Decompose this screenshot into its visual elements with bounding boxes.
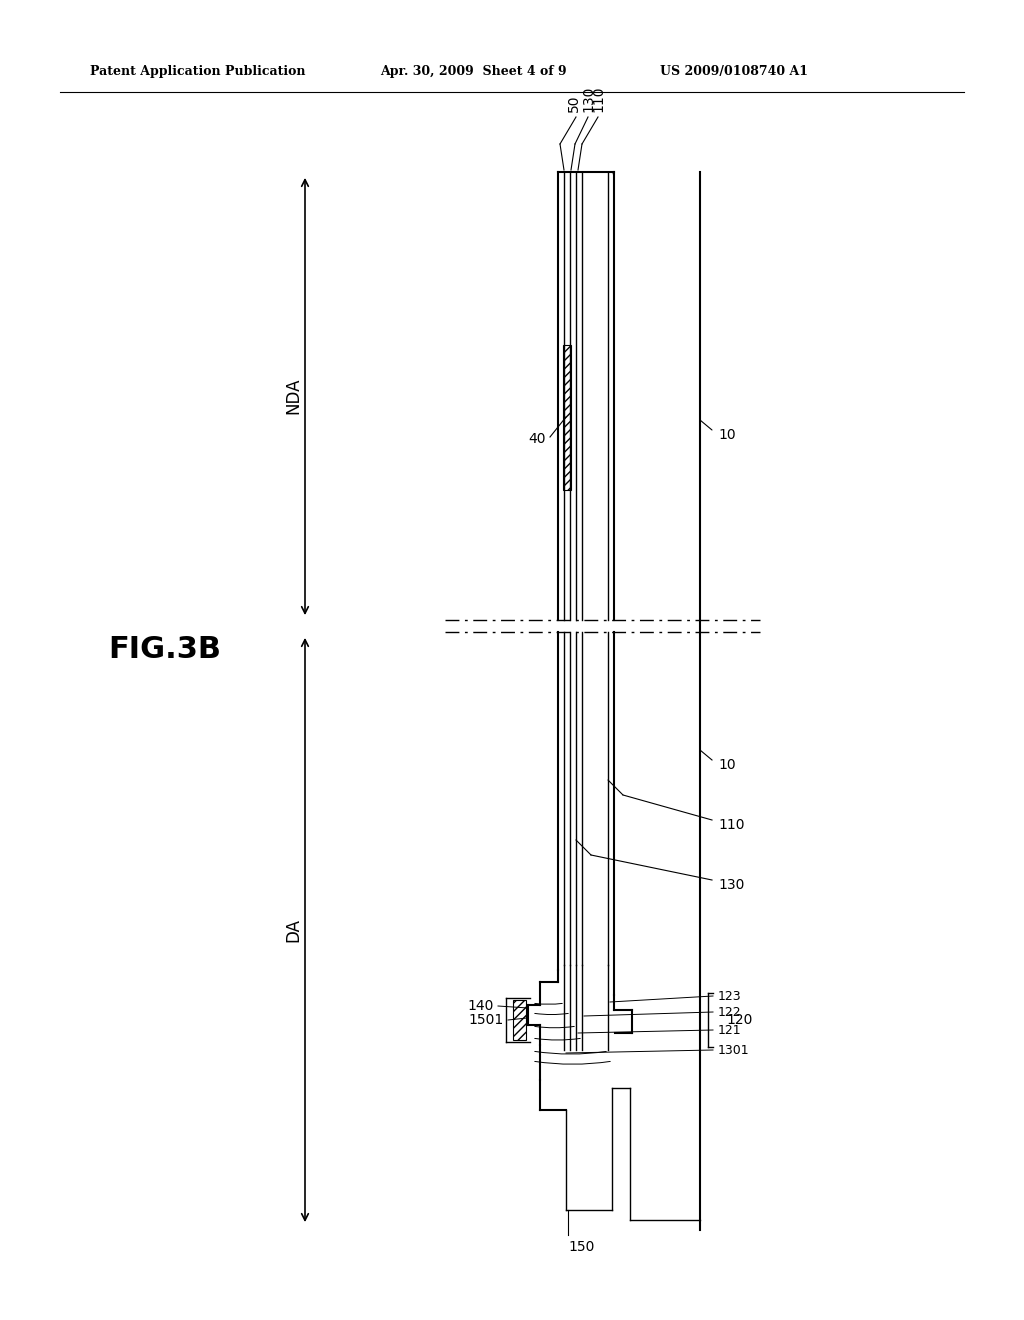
Polygon shape xyxy=(513,1001,526,1040)
Text: 1501: 1501 xyxy=(469,1012,504,1027)
Text: 123: 123 xyxy=(718,990,741,1002)
Text: Apr. 30, 2009  Sheet 4 of 9: Apr. 30, 2009 Sheet 4 of 9 xyxy=(380,66,566,78)
Text: 50: 50 xyxy=(567,95,581,112)
Text: 140: 140 xyxy=(468,999,494,1012)
Text: 1301: 1301 xyxy=(718,1044,750,1056)
Text: NDA: NDA xyxy=(284,378,302,414)
Text: DA: DA xyxy=(284,917,302,942)
Text: 10: 10 xyxy=(718,758,735,772)
Text: 122: 122 xyxy=(718,1006,741,1019)
Text: 10: 10 xyxy=(718,428,735,442)
Text: 130: 130 xyxy=(718,878,744,892)
Text: 120: 120 xyxy=(726,1012,753,1027)
Text: 130: 130 xyxy=(581,86,595,112)
Text: Patent Application Publication: Patent Application Publication xyxy=(90,66,305,78)
Polygon shape xyxy=(563,345,571,490)
Text: 110: 110 xyxy=(718,818,744,832)
Text: 110: 110 xyxy=(591,86,605,112)
Text: FIG.3B: FIG.3B xyxy=(108,635,221,664)
Text: 121: 121 xyxy=(718,1023,741,1036)
Text: 150: 150 xyxy=(568,1239,594,1254)
Text: US 2009/0108740 A1: US 2009/0108740 A1 xyxy=(660,66,808,78)
Text: 40: 40 xyxy=(528,432,546,446)
